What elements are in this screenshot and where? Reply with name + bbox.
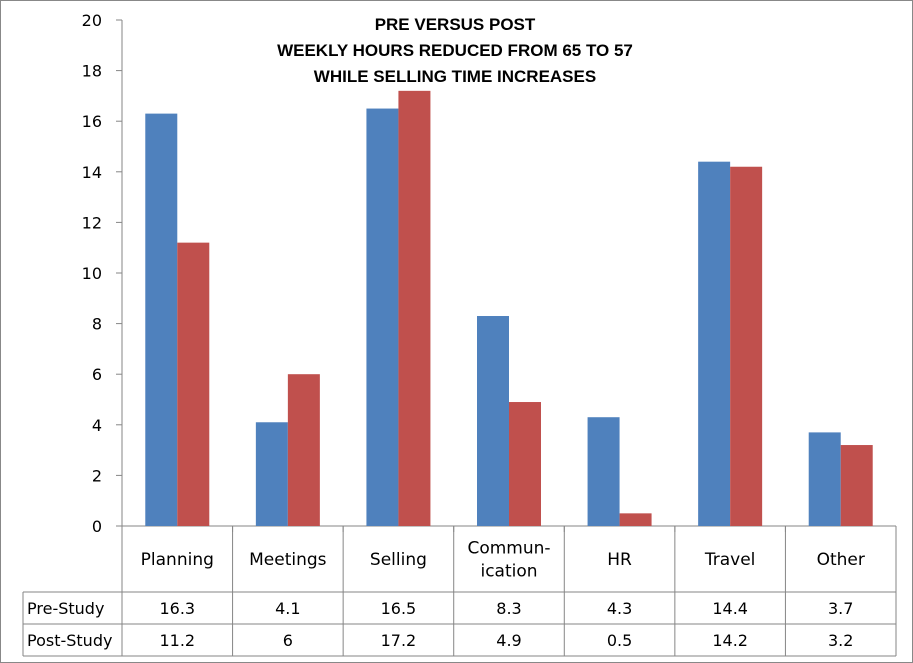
bar-post-study-hr [619,513,652,526]
table-row-label: Pre-Study [27,599,104,618]
bar-pre-study-travel [698,161,731,526]
y-tick-label: 2 [92,466,102,485]
data-label: 6 [283,631,293,650]
data-label: 16.5 [381,599,417,618]
y-tick-label: 20 [82,11,102,30]
data-label: 14.4 [712,599,748,618]
bar-pre-study-commun-ication [477,316,509,526]
chart-title-line: WEEKLY HOURS REDUCED FROM 65 TO 57 [277,41,633,60]
x-category-label: HR [607,550,632,570]
x-category-label: Planning [141,550,214,570]
x-category-label: Travel [704,550,756,570]
bar-post-study-commun-ication [509,402,541,526]
bar-post-study-selling [398,90,431,526]
data-label: 4.9 [496,631,521,650]
x-category-label: Selling [370,550,427,570]
x-category-label: Commun- [467,539,550,559]
x-category-label: Meetings [249,550,327,570]
data-label: 16.3 [159,599,195,618]
bar-post-study-other [840,445,873,526]
data-label: 8.3 [496,599,521,618]
y-tick-label: 18 [82,62,102,81]
y-tick-label: 0 [92,517,102,536]
data-label: 11.2 [159,631,195,650]
bar-pre-study-hr [587,417,620,526]
data-label: 4.3 [607,599,632,618]
x-category-label: ication [480,562,537,582]
y-tick-label: 4 [92,416,102,435]
y-tick-label: 6 [92,365,102,384]
data-label: 0.5 [607,631,632,650]
y-tick-label: 10 [82,264,102,283]
bar-post-study-planning [177,242,210,526]
bar-pre-study-selling [366,108,399,527]
data-label: 14.2 [712,631,748,650]
y-tick-label: 14 [82,163,102,182]
y-tick-label: 12 [82,213,102,232]
data-label: 17.2 [381,631,417,650]
chart-title-line: PRE VERSUS POST [375,15,536,34]
y-tick-label: 8 [92,315,102,334]
y-tick-label: 16 [82,112,102,131]
data-label: 3.2 [828,631,853,650]
chart-title-line: WHILE SELLING TIME INCREASES [314,67,596,86]
bar-post-study-travel [730,166,763,527]
table-row-label: Post-Study [27,631,112,650]
bar-pre-study-meetings [255,422,288,526]
bar-pre-study-other [808,432,841,526]
bar-post-study-meetings [287,374,320,526]
x-category-label: Other [817,550,865,570]
bar-pre-study-planning [145,113,178,527]
data-label: 3.7 [828,599,853,618]
data-label: 4.1 [275,599,300,618]
